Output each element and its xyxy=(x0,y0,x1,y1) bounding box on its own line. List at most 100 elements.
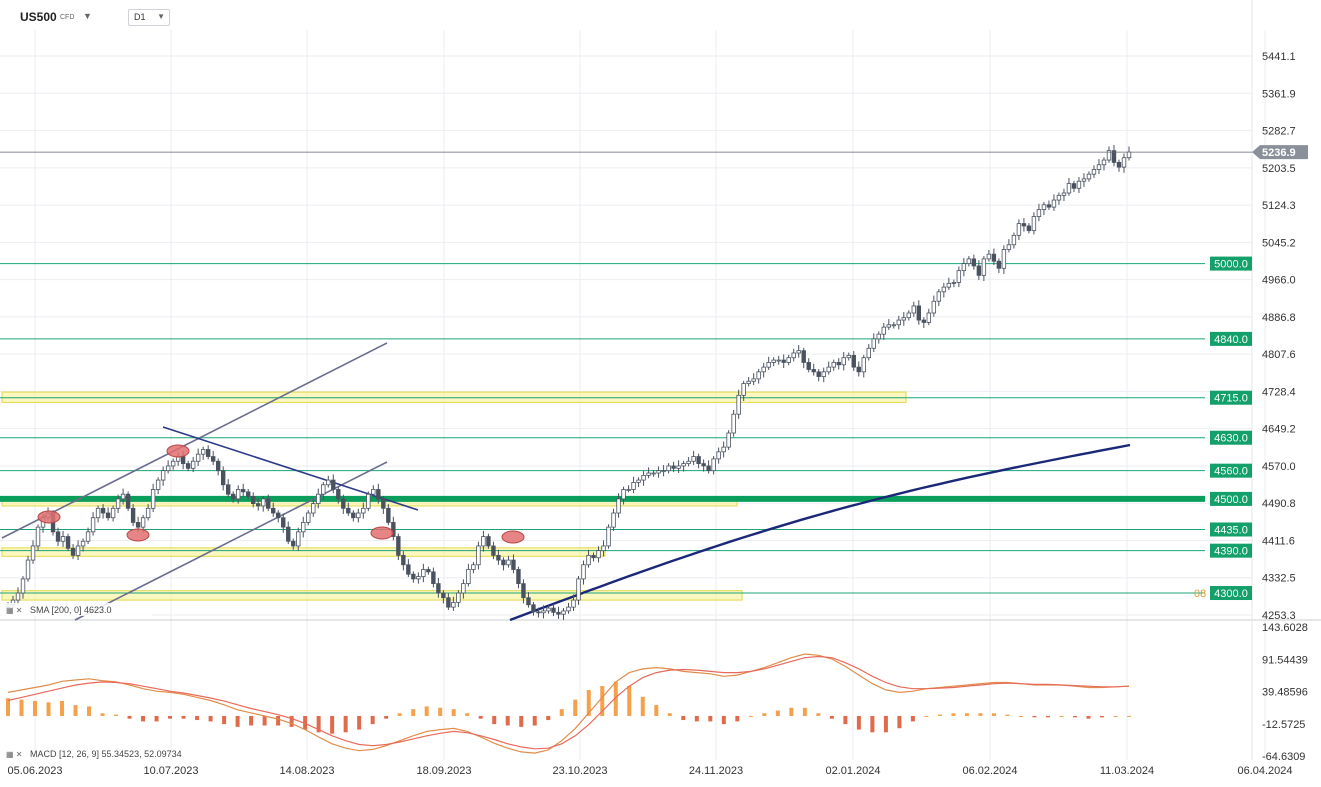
candle[interactable] xyxy=(701,463,706,467)
candle[interactable] xyxy=(656,470,661,474)
candle[interactable] xyxy=(75,545,81,556)
candle[interactable] xyxy=(346,507,351,514)
candle[interactable] xyxy=(15,592,21,601)
candle[interactable] xyxy=(536,611,541,614)
candle[interactable] xyxy=(25,559,31,580)
candle[interactable] xyxy=(906,312,912,319)
candle[interactable] xyxy=(431,571,436,585)
candle[interactable] xyxy=(626,489,631,491)
candle[interactable] xyxy=(65,536,71,549)
candle[interactable] xyxy=(996,260,1002,269)
candle[interactable] xyxy=(135,522,141,528)
candle[interactable] xyxy=(846,354,851,359)
candle[interactable] xyxy=(971,258,977,267)
candle[interactable] xyxy=(1001,249,1007,269)
candle[interactable] xyxy=(496,554,501,561)
candle[interactable] xyxy=(1011,234,1017,246)
candle[interactable] xyxy=(586,554,591,566)
candle[interactable] xyxy=(1111,150,1117,163)
candle[interactable] xyxy=(291,540,296,547)
candle[interactable] xyxy=(246,491,251,497)
candle[interactable] xyxy=(20,578,26,594)
candle[interactable] xyxy=(781,359,786,363)
candle[interactable] xyxy=(1071,183,1077,189)
candle[interactable] xyxy=(501,559,506,566)
candle[interactable] xyxy=(341,498,346,509)
candle[interactable] xyxy=(336,489,341,500)
candle[interactable] xyxy=(451,602,456,608)
candle[interactable] xyxy=(406,564,411,575)
candle[interactable] xyxy=(886,324,891,328)
timeframe-select[interactable]: D1 ▼ xyxy=(128,9,170,26)
candle[interactable] xyxy=(961,263,967,272)
candle[interactable] xyxy=(366,493,371,509)
candle[interactable] xyxy=(401,554,406,566)
candle[interactable] xyxy=(1121,157,1127,168)
candle[interactable] xyxy=(70,547,76,556)
candle[interactable] xyxy=(861,357,866,373)
candle[interactable] xyxy=(416,576,421,580)
candle[interactable] xyxy=(446,597,451,608)
candle[interactable] xyxy=(185,463,191,469)
candle[interactable] xyxy=(271,507,276,514)
candle[interactable] xyxy=(836,362,841,366)
candle[interactable] xyxy=(791,352,796,359)
candle[interactable] xyxy=(511,559,516,570)
candle[interactable] xyxy=(696,456,701,465)
candle[interactable] xyxy=(30,545,36,561)
candle[interactable] xyxy=(1056,194,1062,201)
candle[interactable] xyxy=(256,503,261,507)
candle[interactable] xyxy=(331,479,336,490)
candle[interactable] xyxy=(1086,173,1092,180)
candle[interactable] xyxy=(150,489,156,509)
candle[interactable] xyxy=(646,472,651,476)
candle[interactable] xyxy=(411,573,416,580)
pattern-marker[interactable] xyxy=(37,510,61,524)
candle[interactable] xyxy=(666,465,671,472)
candle[interactable] xyxy=(471,564,476,570)
candle[interactable] xyxy=(591,554,596,559)
candle[interactable] xyxy=(215,460,221,472)
candle[interactable] xyxy=(796,350,801,354)
candle[interactable] xyxy=(821,371,826,377)
candle[interactable] xyxy=(851,354,856,368)
candle[interactable] xyxy=(811,369,816,373)
candle[interactable] xyxy=(721,446,726,453)
candle[interactable] xyxy=(661,470,666,473)
candle[interactable] xyxy=(901,317,906,321)
candle[interactable] xyxy=(120,493,126,500)
candle[interactable] xyxy=(100,507,106,514)
candle[interactable] xyxy=(1091,169,1097,175)
candle[interactable] xyxy=(190,460,196,469)
candle[interactable] xyxy=(35,526,41,547)
candle[interactable] xyxy=(651,472,656,475)
candle[interactable] xyxy=(711,458,716,472)
candle[interactable] xyxy=(551,607,556,613)
candle[interactable] xyxy=(936,291,942,302)
candle[interactable] xyxy=(381,498,386,509)
candle[interactable] xyxy=(601,545,606,552)
candle[interactable] xyxy=(55,531,61,542)
candle[interactable] xyxy=(976,265,982,276)
candle[interactable] xyxy=(306,512,311,523)
trend-line-descending[interactable] xyxy=(162,426,419,511)
candle[interactable] xyxy=(966,258,972,264)
candle[interactable] xyxy=(476,545,481,566)
candle[interactable] xyxy=(606,526,611,547)
candle[interactable] xyxy=(596,550,601,559)
candle[interactable] xyxy=(831,362,836,368)
candle[interactable] xyxy=(421,569,426,577)
candle[interactable] xyxy=(756,371,761,380)
candle[interactable] xyxy=(225,484,231,495)
candle[interactable] xyxy=(276,512,281,519)
candle[interactable] xyxy=(506,559,511,566)
candle[interactable] xyxy=(361,507,366,514)
channel-line-upper[interactable] xyxy=(1,342,388,539)
candle[interactable] xyxy=(1046,204,1052,208)
candle[interactable] xyxy=(205,449,211,457)
candle[interactable] xyxy=(946,282,952,288)
candle[interactable] xyxy=(236,489,241,500)
candle[interactable] xyxy=(486,536,491,547)
candle[interactable] xyxy=(481,536,486,547)
